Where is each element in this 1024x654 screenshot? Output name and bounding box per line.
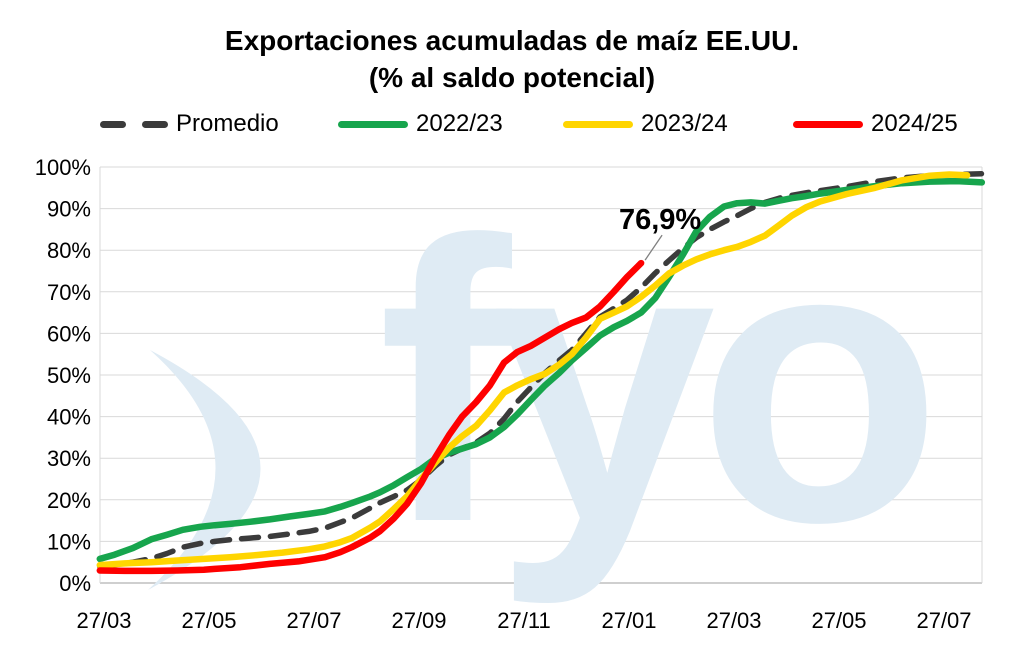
- green-line-swatch: [338, 120, 408, 128]
- x-axis-label: 27/03: [76, 608, 131, 633]
- x-axis-label: 27/05: [811, 608, 866, 633]
- y-axis-label: 100%: [35, 155, 91, 180]
- annotation-leader-line: [644, 234, 663, 261]
- legend-label: 2023/24: [641, 110, 728, 137]
- legend-item-promedio: Promedio: [100, 110, 279, 138]
- yellow-line-swatch: [563, 120, 633, 128]
- series-line-2024-25: [96, 259, 645, 575]
- chart-title: Exportaciones acumuladas de maíz EE.UU.: [224, 25, 800, 56]
- x-axis-label: 27/01: [601, 608, 656, 633]
- y-axis-label: 40%: [47, 405, 91, 430]
- chart-subtitle: (% al saldo potencial): [368, 62, 656, 93]
- x-axis-label: 27/03: [706, 608, 761, 633]
- legend-item-2024-25: 2024/25: [793, 110, 958, 138]
- legend-label: Promedio: [176, 110, 279, 137]
- x-axis-label: 27/07: [916, 608, 971, 633]
- legend-label: 2024/25: [871, 110, 958, 137]
- y-axis-label: 80%: [47, 238, 91, 263]
- legend-item-2023-24: 2023/24: [563, 110, 728, 138]
- annotation-label: 76,9%: [619, 204, 701, 236]
- y-axis-label: 20%: [47, 488, 91, 513]
- y-axis-label: 60%: [47, 321, 91, 346]
- x-axis-label: 27/07: [286, 608, 341, 633]
- series-line-2022-23: [96, 177, 986, 563]
- legend-label: 2022/23: [416, 110, 503, 137]
- promedio-dashed-line-swatch: [100, 120, 168, 128]
- y-axis-label: 10%: [47, 529, 91, 554]
- y-axis-label: 70%: [47, 280, 91, 305]
- x-axis-label: 27/09: [391, 608, 446, 633]
- red-line-swatch: [793, 120, 863, 128]
- y-axis-label: 50%: [47, 363, 91, 388]
- y-axis-label: 30%: [47, 446, 91, 471]
- series-line-2023-24: [96, 171, 971, 569]
- legend-item-2022-23: 2022/23: [338, 110, 503, 138]
- x-axis-label: 27/11: [497, 608, 550, 633]
- y-axis-label: 90%: [47, 197, 91, 222]
- x-axis-label: 27/05: [181, 608, 236, 633]
- watermark-text: fyo: [378, 158, 929, 608]
- y-axis-label: 0%: [59, 571, 91, 596]
- watermark-swoosh-icon: [148, 350, 261, 590]
